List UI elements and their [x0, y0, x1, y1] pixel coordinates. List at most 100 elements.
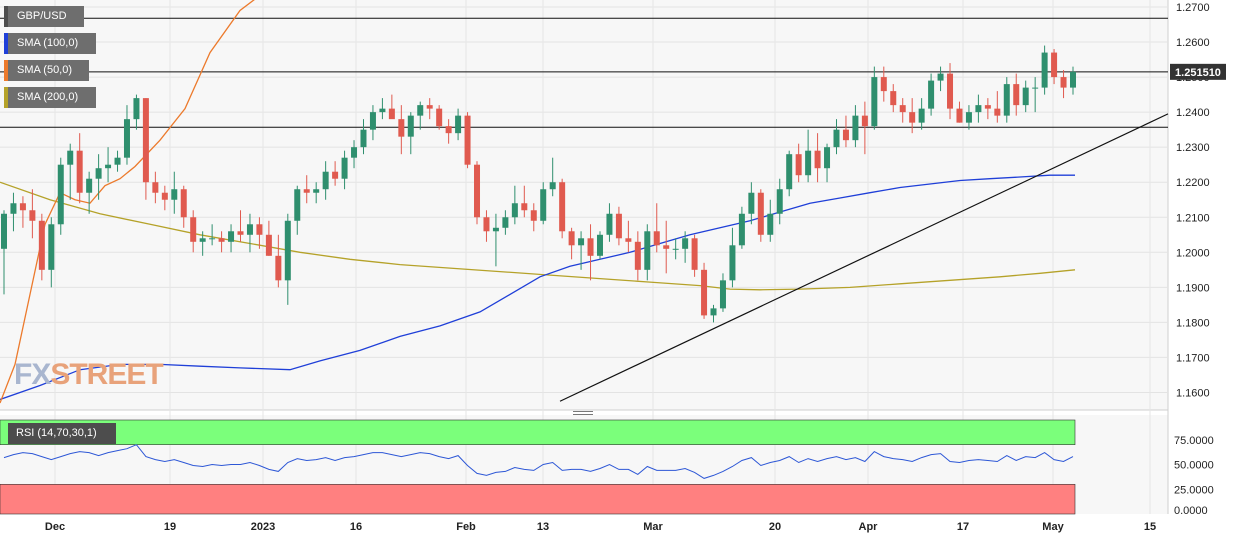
price-tick-label: 1.1700 — [1176, 352, 1210, 364]
date-tick-label: Feb — [456, 521, 476, 533]
date-tick-label: 15 — [1144, 521, 1156, 533]
candle-down — [530, 210, 537, 221]
resize-grip-line — [573, 414, 593, 415]
legend-sma100-label: SMA (100,0) — [17, 37, 79, 49]
candle-up — [360, 129, 367, 148]
date-tick-label: 17 — [957, 521, 969, 533]
price-tick-label: 1.1900 — [1176, 282, 1210, 294]
date-tick-label: Mar — [643, 521, 663, 533]
candle-up — [1032, 87, 1039, 89]
candle-down — [1051, 52, 1058, 78]
candle-up — [407, 115, 414, 137]
current-price-label: 1.251510 — [1175, 67, 1221, 79]
candle-up — [48, 224, 55, 270]
candle-up — [710, 308, 717, 316]
candle-up — [322, 171, 329, 190]
trendline — [559, 113, 1169, 402]
legend-sma100[interactable]: SMA (100,0) — [4, 33, 96, 54]
candle-up — [417, 105, 424, 116]
sma50-line — [0, 0, 255, 404]
candle-up — [114, 157, 121, 165]
candle-up — [540, 189, 547, 221]
candle-up — [246, 224, 253, 235]
candle-up — [928, 80, 935, 109]
candle-up — [852, 115, 859, 141]
candle-up — [776, 189, 783, 214]
candle-up — [1041, 52, 1048, 88]
candle-up — [596, 234, 603, 256]
candle-up — [1003, 84, 1010, 116]
candle-up — [284, 220, 291, 281]
candle-down — [142, 98, 149, 183]
candle-up — [209, 238, 216, 240]
rsi-line — [3, 444, 1074, 479]
candle-down — [861, 115, 868, 127]
candle-up — [549, 182, 556, 190]
candle-up — [10, 203, 17, 214]
rsi-tick-label: 25.0000 — [1174, 484, 1214, 496]
candle-down — [256, 224, 263, 235]
candle-down — [1013, 84, 1020, 106]
candle-up — [767, 213, 774, 235]
rsi-overbought-zone — [0, 419, 1076, 446]
legend-sma100-swatch — [4, 33, 8, 54]
candle-up — [682, 238, 689, 249]
candle-down — [880, 77, 887, 92]
candle-down — [956, 108, 963, 123]
candle-up — [805, 150, 812, 176]
candle-up — [606, 213, 613, 235]
candle-up — [379, 108, 386, 113]
candle-down — [388, 108, 395, 120]
candle-up — [171, 189, 178, 200]
candle-up — [748, 192, 755, 214]
candle-down — [701, 269, 708, 316]
candle-up — [123, 119, 130, 158]
date-tick-label: May — [1042, 521, 1064, 533]
candle-up — [86, 178, 93, 193]
candle-down — [1060, 77, 1067, 88]
candle-down — [19, 203, 26, 211]
candle-down — [265, 234, 272, 256]
candle-down — [445, 126, 452, 134]
price-tick-label: 1.2400 — [1176, 107, 1210, 119]
candle-down — [161, 192, 168, 200]
candle-up — [1070, 71, 1076, 88]
price-tick-label: 1.2600 — [1176, 37, 1210, 49]
candle-up — [105, 164, 112, 169]
date-tick-label: Dec — [45, 521, 65, 533]
legend-symbol-label: GBP/USD — [17, 10, 67, 22]
candle-down — [303, 189, 310, 193]
candle-down — [38, 220, 45, 270]
legend-sma50-swatch — [4, 60, 8, 81]
candle-down — [76, 150, 83, 193]
legend-sma200[interactable]: SMA (200,0) — [4, 87, 96, 108]
candle-up — [313, 189, 320, 193]
legend-symbol[interactable]: GBP/USD — [4, 6, 84, 27]
candle-down — [634, 241, 641, 270]
candle-down — [795, 154, 802, 176]
candle-up — [824, 147, 831, 169]
candle-down — [559, 182, 566, 232]
candle-up — [871, 77, 878, 127]
price-tick-label: 1.2000 — [1176, 247, 1210, 259]
legend-rsi[interactable]: RSI (14,70,30,1) — [4, 423, 116, 444]
legend-sma50[interactable]: SMA (50,0) — [4, 60, 89, 81]
candle-down — [398, 119, 405, 137]
candle-down — [691, 238, 698, 270]
legend-rsi-label: RSI (14,70,30,1) — [16, 427, 97, 439]
candle-up — [937, 73, 944, 81]
date-tick-label: Apr — [859, 521, 879, 533]
date-tick-label: 20 — [769, 521, 781, 533]
candle-down — [436, 108, 443, 127]
candle-up — [369, 112, 376, 130]
candle-up — [719, 280, 726, 309]
date-tick-label: 2023 — [251, 521, 275, 533]
candle-down — [994, 108, 1001, 116]
candle-down — [464, 115, 471, 165]
candle-up — [57, 164, 64, 225]
candle-up — [1022, 87, 1029, 106]
candle-down — [615, 213, 622, 239]
price-tick-label: 1.2700 — [1176, 2, 1210, 14]
candle-down — [521, 203, 528, 211]
